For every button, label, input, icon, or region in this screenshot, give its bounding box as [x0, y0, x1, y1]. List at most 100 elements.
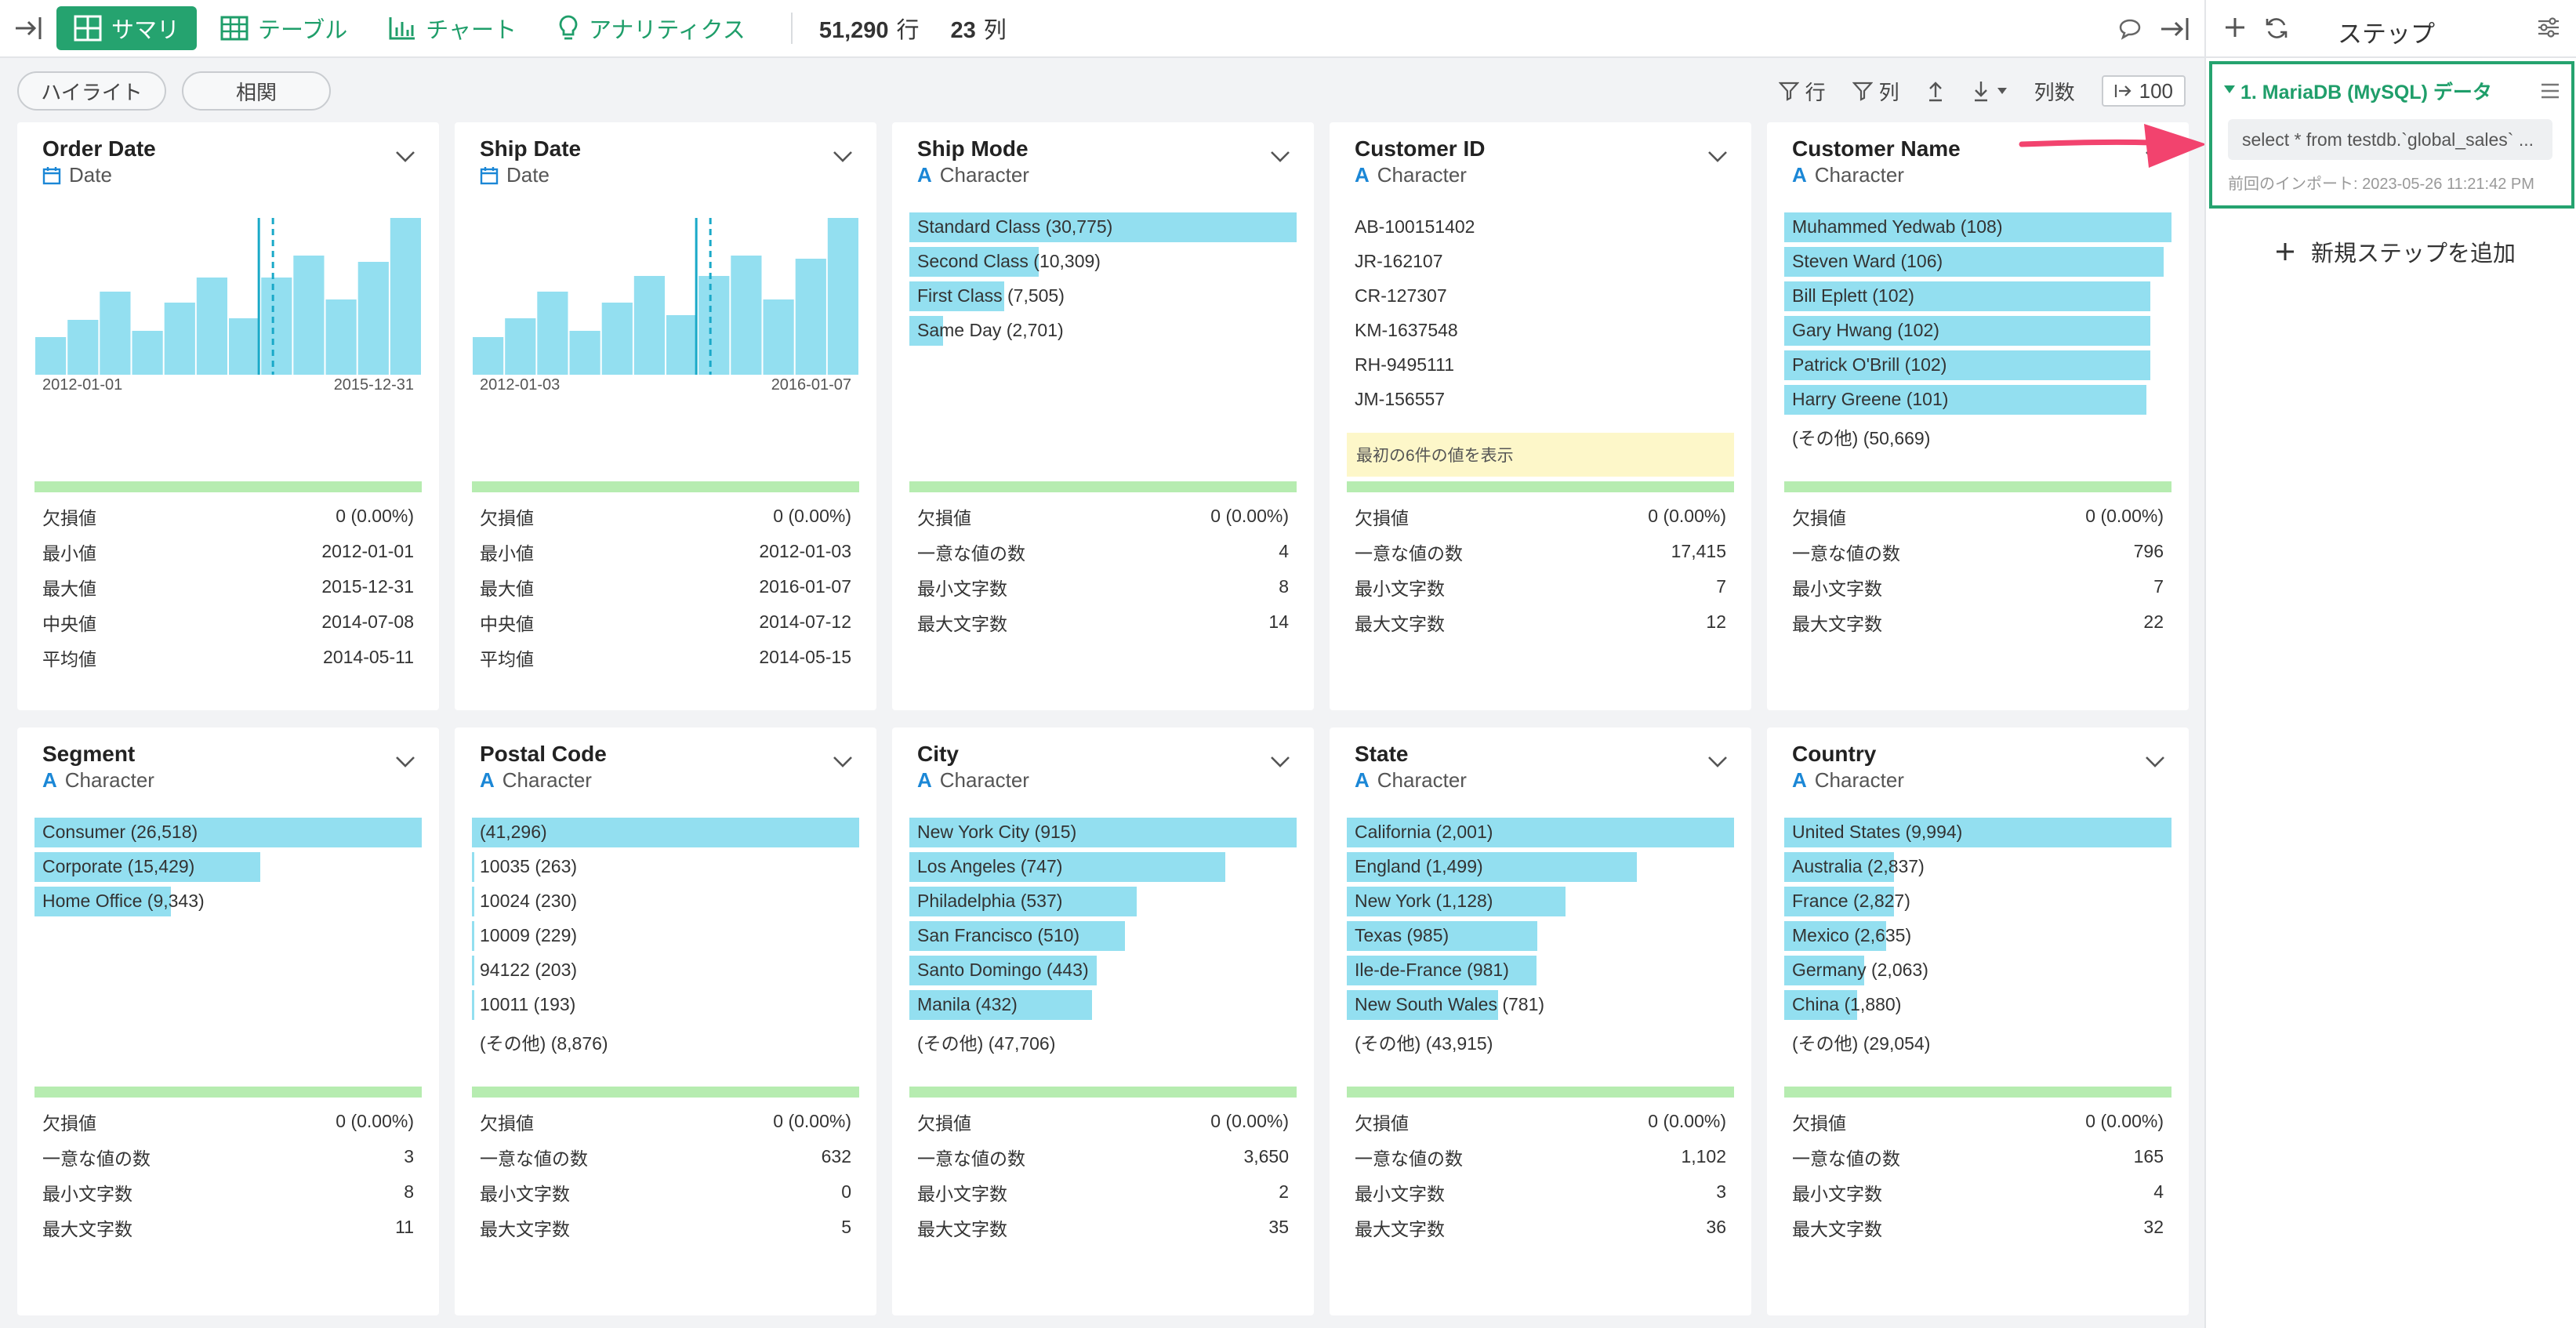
frequency-row[interactable]: Ile-de-France (981) — [1347, 953, 1734, 988]
step-menu-icon[interactable] — [2540, 82, 2560, 104]
histogram-bar[interactable] — [698, 276, 730, 375]
data-quality-bar[interactable] — [472, 1087, 859, 1098]
frequency-row[interactable]: 94122 (203) — [472, 953, 859, 988]
add-step-button[interactable]: 新規ステップを追加 — [2275, 235, 2516, 268]
frequency-row[interactable]: California (2,001) — [1347, 815, 1734, 850]
comment-icon[interactable] — [2117, 16, 2143, 42]
data-quality-bar[interactable] — [909, 1087, 1297, 1098]
chevron-down-icon[interactable] — [833, 151, 853, 167]
frequency-row[interactable]: Santo Domingo (443) — [909, 953, 1297, 988]
frequency-row[interactable]: New York (1,128) — [1347, 884, 1734, 919]
frequency-row[interactable]: Australia (2,837) — [1784, 850, 2171, 884]
chevron-down-icon[interactable] — [833, 756, 853, 772]
highlight-button[interactable]: ハイライト — [17, 71, 166, 111]
frequency-row[interactable]: Second Class (10,309) — [909, 245, 1297, 279]
frequency-row[interactable]: 10011 (193) — [472, 988, 859, 1022]
histogram-bar[interactable] — [633, 276, 665, 375]
chevron-down-icon[interactable] — [395, 151, 415, 167]
histogram-bar[interactable] — [569, 331, 600, 375]
histogram-bar[interactable] — [261, 278, 292, 375]
data-quality-bar[interactable] — [472, 481, 859, 492]
frequency-row[interactable]: Same Day (2,701) — [909, 314, 1297, 348]
histogram-bar[interactable] — [100, 292, 131, 375]
filter-col-button[interactable]: 列 — [1852, 77, 1899, 106]
frequency-row[interactable]: England (1,499) — [1347, 850, 1734, 884]
frequency-row[interactable]: Bill Eplett (102) — [1784, 279, 2171, 314]
frequency-row[interactable]: China (1,880) — [1784, 988, 2171, 1022]
histogram-bar[interactable] — [763, 299, 794, 375]
frequency-row[interactable]: Harry Greene (101) — [1784, 383, 2171, 417]
collapse-left-icon[interactable] — [0, 0, 56, 57]
data-quality-bar[interactable] — [34, 481, 422, 492]
histogram-bar[interactable] — [325, 299, 357, 375]
histogram-bar[interactable] — [827, 218, 858, 375]
frequency-row[interactable]: (その他) (8,876) — [472, 1022, 859, 1057]
histogram-bar[interactable] — [731, 256, 762, 375]
histogram-bar[interactable] — [666, 315, 698, 375]
view-table-button[interactable]: テーブル — [203, 6, 365, 50]
frequency-row[interactable]: Consumer (26,518) — [34, 815, 422, 850]
frequency-row[interactable]: Texas (985) — [1347, 919, 1734, 953]
frequency-row[interactable]: Steven Ward (106) — [1784, 245, 2171, 279]
histogram-bar[interactable] — [505, 318, 536, 375]
histogram-bar[interactable] — [390, 218, 421, 375]
chevron-down-icon[interactable] — [2145, 756, 2165, 772]
frequency-row[interactable]: (その他) (29,054) — [1784, 1022, 2171, 1057]
chevron-down-icon[interactable] — [395, 756, 415, 772]
frequency-row[interactable]: Standard Class (30,775) — [909, 210, 1297, 245]
frequency-row[interactable]: Corporate (15,429) — [34, 850, 422, 884]
frequency-row[interactable]: Mexico (2,635) — [1784, 919, 2171, 953]
histogram-bar[interactable] — [537, 292, 568, 375]
frequency-row[interactable]: New York City (915) — [909, 815, 1297, 850]
frequency-row[interactable]: France (2,827) — [1784, 884, 2171, 919]
add-icon[interactable] — [2223, 16, 2247, 43]
histogram-bar[interactable] — [67, 320, 99, 375]
chevron-down-icon[interactable] — [1707, 756, 1728, 772]
frequency-row[interactable]: (その他) (47,706) — [909, 1022, 1297, 1057]
caret-down-icon[interactable] — [2223, 85, 2236, 94]
view-chart-button[interactable]: チャート — [371, 6, 534, 50]
histogram-bar[interactable] — [132, 331, 163, 375]
histogram-bar[interactable] — [601, 303, 633, 375]
view-summary-button[interactable]: サマリ — [56, 6, 198, 50]
histogram-bar[interactable] — [473, 337, 504, 375]
data-quality-bar[interactable] — [1347, 481, 1734, 492]
frequency-row[interactable]: 10009 (229) — [472, 919, 859, 953]
histogram-bar[interactable] — [293, 256, 325, 375]
histogram-bar[interactable] — [35, 337, 67, 375]
histogram-bar[interactable] — [229, 318, 260, 375]
frequency-row[interactable]: New South Wales (781) — [1347, 988, 1734, 1022]
frequency-row[interactable]: Philadelphia (537) — [909, 884, 1297, 919]
frequency-row[interactable]: Manila (432) — [909, 988, 1297, 1022]
histogram-bar[interactable] — [164, 303, 195, 375]
frequency-row[interactable]: (その他) (50,669) — [1784, 417, 2171, 452]
chevron-down-icon[interactable] — [1707, 151, 1728, 167]
frequency-row[interactable]: 10024 (230) — [472, 884, 859, 919]
settings-sliders-icon[interactable] — [2537, 16, 2560, 43]
filter-row-button[interactable]: 行 — [1778, 77, 1826, 106]
frequency-row[interactable]: Gary Hwang (102) — [1784, 314, 2171, 348]
chevron-down-icon[interactable] — [1270, 151, 1290, 167]
frequency-row[interactable]: San Francisco (510) — [909, 919, 1297, 953]
frequency-row[interactable]: First Class (7,505) — [909, 279, 1297, 314]
data-quality-bar[interactable] — [1784, 481, 2171, 492]
frequency-row[interactable]: Patrick O'Brill (102) — [1784, 348, 2171, 383]
histogram-bar[interactable] — [357, 262, 389, 375]
frequency-row[interactable]: (41,296) — [472, 815, 859, 850]
data-quality-bar[interactable] — [1784, 1087, 2171, 1098]
frequency-row[interactable]: Home Office (9,343) — [34, 884, 422, 919]
step-card[interactable]: 1. MariaDB (MySQL) データ select * from tes… — [2209, 61, 2574, 209]
frequency-row[interactable]: 10035 (263) — [472, 850, 859, 884]
frequency-row[interactable]: Muhammed Yedwab (108) — [1784, 210, 2171, 245]
frequency-row[interactable]: United States (9,994) — [1784, 815, 2171, 850]
view-analytics-button[interactable]: アナリティクス — [540, 6, 763, 50]
frequency-row[interactable]: Germany (2,063) — [1784, 953, 2171, 988]
correlation-button[interactable]: 相関 — [182, 71, 331, 111]
histogram-bar[interactable] — [795, 259, 826, 375]
refresh-icon[interactable] — [2264, 16, 2289, 45]
collapse-right-icon[interactable] — [2157, 14, 2192, 44]
chevron-down-icon[interactable] — [1270, 756, 1290, 772]
data-quality-bar[interactable] — [1347, 1087, 1734, 1098]
histogram-bar[interactable] — [196, 278, 227, 375]
data-quality-bar[interactable] — [34, 1087, 422, 1098]
